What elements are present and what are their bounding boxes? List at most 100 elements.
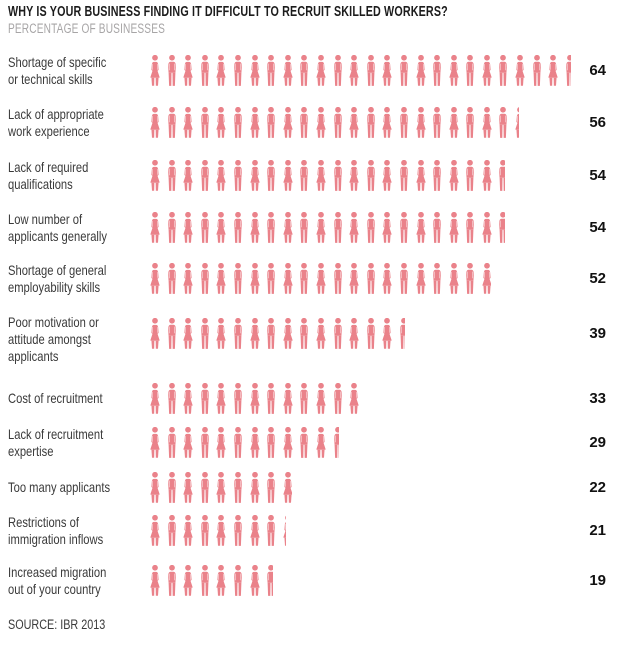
man-icon: [231, 55, 245, 86]
woman-icon: [214, 263, 228, 294]
icon-row: [148, 515, 576, 546]
row-value: 52: [589, 270, 606, 287]
row-value: 54: [589, 219, 606, 236]
man-icon-partial: [496, 160, 505, 191]
woman-icon: [281, 383, 295, 414]
man-icon: [264, 515, 278, 546]
woman-icon: [281, 107, 295, 138]
chart-source: SOURCE: IBR 2013: [8, 617, 106, 632]
man-icon: [231, 212, 245, 243]
row-value: 56: [589, 114, 606, 131]
man-icon: [364, 318, 378, 349]
man-icon: [165, 383, 179, 414]
man-icon: [331, 318, 345, 349]
woman-icon: [148, 515, 162, 546]
woman-icon: [248, 107, 262, 138]
man-icon: [297, 212, 311, 243]
man-icon: [297, 318, 311, 349]
man-icon: [165, 515, 179, 546]
woman-icon: [447, 107, 461, 138]
man-icon: [331, 212, 345, 243]
man-icon-partial: [264, 565, 273, 596]
row-label: Shortage of general employability skills: [8, 261, 107, 295]
man-icon: [165, 318, 179, 349]
woman-icon: [248, 472, 262, 503]
man-icon: [165, 212, 179, 243]
man-icon: [198, 472, 212, 503]
woman-icon: [148, 55, 162, 86]
woman-icon: [414, 160, 428, 191]
man-icon: [331, 160, 345, 191]
row-label: Restrictions of immigration inflows: [8, 513, 104, 547]
chart-row: Shortage of general employability skills…: [8, 261, 606, 295]
woman-icon: [214, 318, 228, 349]
woman-icon: [347, 212, 361, 243]
man-icon-partial: [364, 383, 367, 414]
man-icon: [264, 107, 278, 138]
man-icon: [397, 107, 411, 138]
woman-icon: [181, 55, 195, 86]
man-icon: [231, 565, 245, 596]
woman-icon: [314, 383, 328, 414]
woman-icon: [248, 383, 262, 414]
row-label: Shortage of specific or technical skills: [8, 53, 107, 87]
chart-row: Too many applicants 22: [8, 472, 606, 503]
chart-row: Lack of required qualifications 54: [8, 159, 606, 192]
woman-icon: [347, 160, 361, 191]
icon-row: [148, 160, 576, 191]
row-label: Too many applicants: [8, 479, 111, 495]
woman-icon: [214, 515, 228, 546]
man-icon: [430, 160, 444, 191]
chart-subtitle: PERCENTAGE OF BUSINESSES: [8, 21, 166, 36]
man-icon: [430, 263, 444, 294]
man-icon: [165, 263, 179, 294]
man-icon: [463, 212, 477, 243]
icon-row: [148, 383, 576, 414]
woman-icon: [380, 212, 394, 243]
woman-icon: [347, 55, 361, 86]
man-icon: [430, 107, 444, 138]
man-icon: [364, 212, 378, 243]
woman-icon: [447, 55, 461, 86]
woman-icon: [480, 55, 494, 86]
man-icon: [264, 383, 278, 414]
woman-icon: [214, 383, 228, 414]
woman-icon: [347, 263, 361, 294]
woman-icon: [281, 318, 295, 349]
chart-row: Poor motivation or attitude amongst appl…: [8, 314, 606, 364]
woman-icon: [347, 318, 361, 349]
man-icon: [430, 55, 444, 86]
chart-row: Increased migration out of your country 1…: [8, 563, 606, 597]
row-label: Increased migration out of your country: [8, 563, 107, 597]
man-icon: [463, 55, 477, 86]
woman-icon: [181, 427, 195, 458]
icon-row: [148, 565, 576, 596]
man-icon: [297, 263, 311, 294]
man-icon: [397, 160, 411, 191]
row-label: Lack of recruitment expertise: [8, 425, 104, 459]
man-icon: [165, 427, 179, 458]
woman-icon: [380, 107, 394, 138]
woman-icon: [347, 383, 361, 414]
man-icon: [364, 263, 378, 294]
man-icon: [264, 263, 278, 294]
man-icon: [264, 55, 278, 86]
row-value: 33: [589, 390, 606, 407]
woman-icon: [248, 515, 262, 546]
row-label: Lack of appropriate work experience: [8, 105, 104, 139]
man-icon: [331, 263, 345, 294]
woman-icon: [214, 472, 228, 503]
man-icon: [297, 107, 311, 138]
woman-icon: [248, 318, 262, 349]
row-label: Low number of applicants generally: [8, 210, 107, 244]
woman-icon: [181, 318, 195, 349]
icon-row: [148, 107, 576, 138]
woman-icon: [148, 472, 162, 503]
man-icon: [231, 383, 245, 414]
man-icon: [231, 160, 245, 191]
woman-icon: [380, 263, 394, 294]
icon-row: [148, 472, 576, 503]
man-icon: [198, 515, 212, 546]
woman-icon: [414, 55, 428, 86]
